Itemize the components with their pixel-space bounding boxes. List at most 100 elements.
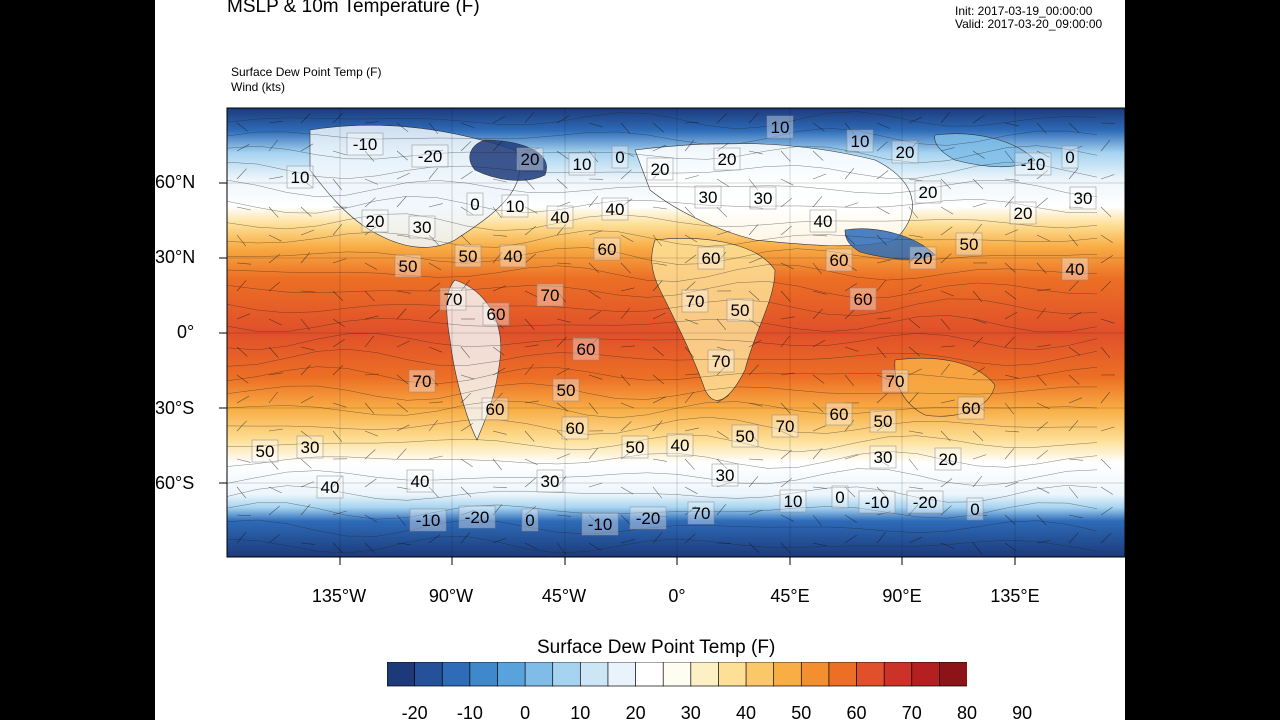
wind-barb xyxy=(588,122,603,128)
contour-value-text: 50 xyxy=(874,412,893,431)
wind-barb xyxy=(620,307,630,320)
wind-barb xyxy=(588,374,603,380)
contour-value-label: 70 xyxy=(439,287,467,311)
contour-value-text: 70 xyxy=(886,372,905,391)
wind-barb xyxy=(908,486,923,490)
wind-barb xyxy=(1036,421,1048,432)
valid-time: Valid: 2017-03-20_09:00:00 xyxy=(955,17,1103,31)
wind-barb xyxy=(940,430,951,442)
wind-barb xyxy=(300,395,314,404)
wind-barb xyxy=(620,234,634,243)
wind-barb xyxy=(1100,255,1113,264)
contour-line xyxy=(226,264,1098,282)
wind-barb xyxy=(1004,448,1015,460)
wind-barb xyxy=(556,542,566,555)
wind-barb xyxy=(876,206,890,215)
wind-barb xyxy=(1004,290,1017,300)
contour-line xyxy=(226,502,1098,520)
contour-value-label: 30 xyxy=(694,185,722,209)
wind-barb xyxy=(940,458,954,467)
contour-value-text: 30 xyxy=(1074,189,1093,208)
colorbar-swatch xyxy=(690,662,720,687)
contour-value-label: 60 xyxy=(825,248,853,272)
wind-barb xyxy=(556,453,571,460)
contour-value-label: 50 xyxy=(955,232,983,256)
contour-line xyxy=(226,230,1098,248)
wind-barb xyxy=(716,113,728,124)
wind-barb xyxy=(1068,532,1079,544)
wind-barb xyxy=(876,259,891,264)
wind-barb xyxy=(620,486,634,495)
contour-value-text: 20 xyxy=(919,183,938,202)
wind-barb xyxy=(1004,229,1019,236)
contour-line xyxy=(226,536,1098,554)
wind-barb xyxy=(236,206,251,211)
wind-barb xyxy=(364,514,378,523)
wind-barb xyxy=(1068,122,1080,133)
contour-line xyxy=(226,382,1098,401)
wind-barb xyxy=(1068,234,1079,247)
contour-value-label: -20 xyxy=(906,490,944,514)
wind-barb xyxy=(268,318,282,326)
wind-barb xyxy=(428,309,440,320)
wind-barb xyxy=(236,532,247,544)
wind-barb xyxy=(524,178,535,190)
wind-barb xyxy=(556,402,569,412)
wind-barb xyxy=(460,374,475,380)
contour-line xyxy=(226,519,1098,537)
contour-value-text: 50 xyxy=(960,235,979,254)
wind-barb xyxy=(492,252,503,264)
colorbar-tick-label: -10 xyxy=(456,703,483,720)
wind-barb xyxy=(748,458,764,461)
lon-label: 90°W xyxy=(428,586,474,606)
wind-barb xyxy=(524,206,538,214)
wind-barb xyxy=(556,290,566,303)
wind-barb xyxy=(908,368,922,376)
wind-barb xyxy=(748,476,759,488)
contour-value-label: 50 xyxy=(394,254,422,278)
contour-value-text: 20 xyxy=(366,212,385,231)
wind-barb xyxy=(620,345,636,348)
colorbar-tick-label: 10 xyxy=(570,703,591,720)
contour-value-text: 20 xyxy=(521,150,540,169)
wind-barb xyxy=(1068,397,1083,404)
wind-barb xyxy=(716,395,729,404)
wind-barb xyxy=(300,290,316,293)
wind-barb xyxy=(620,169,632,180)
wind-barb xyxy=(396,486,411,490)
wind-barb xyxy=(716,230,731,236)
wind-barb xyxy=(1036,169,1049,180)
wind-barb xyxy=(780,262,794,270)
wind-barb xyxy=(524,430,535,442)
contour-value-text: 40 xyxy=(606,200,625,219)
contour-value-label: 20 xyxy=(934,447,962,471)
wind-barb xyxy=(652,532,663,544)
wind-barb xyxy=(268,120,283,124)
wind-barb xyxy=(332,475,343,488)
contour-value-label: 20 xyxy=(646,157,674,181)
wind-barb xyxy=(396,402,408,413)
wind-barb xyxy=(652,312,666,320)
wind-barb xyxy=(492,346,505,356)
wind-barb xyxy=(396,340,410,348)
wind-barb xyxy=(460,346,471,358)
wind-barb xyxy=(236,313,251,320)
wind-barb xyxy=(716,251,727,264)
wind-barb xyxy=(332,178,343,191)
contour-value-text: 0 xyxy=(1065,148,1074,167)
wind-barb xyxy=(236,458,251,463)
wind-barb xyxy=(588,230,603,236)
contour-line xyxy=(226,485,1098,503)
contour-value-label: 20 xyxy=(914,180,942,204)
wind-barb xyxy=(972,114,985,124)
wind-barb xyxy=(428,534,441,544)
colorbar-swatch xyxy=(469,662,499,687)
wind-barb xyxy=(876,279,886,292)
wind-barb xyxy=(1004,430,1020,433)
contour-value-text: 20 xyxy=(896,143,915,162)
wind-barb xyxy=(972,336,984,348)
wind-barb xyxy=(812,402,824,413)
wind-barb xyxy=(268,505,280,516)
colorbar-swatch xyxy=(441,662,471,687)
wind-barb xyxy=(908,206,918,219)
